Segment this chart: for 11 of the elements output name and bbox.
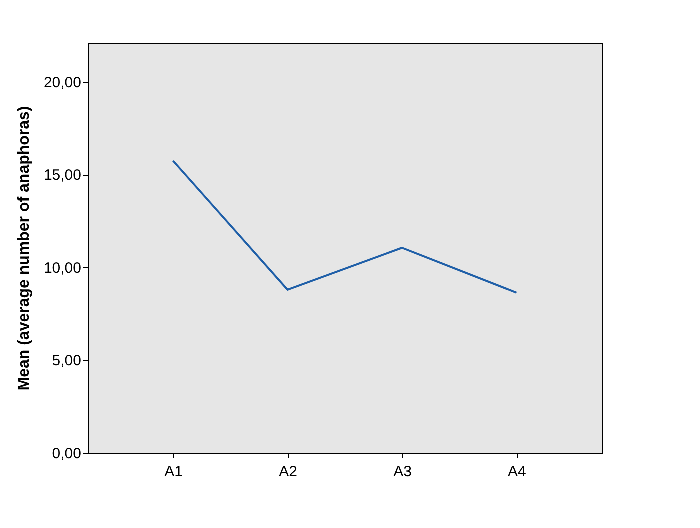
x-tick-label: A4 bbox=[508, 464, 526, 480]
x-tick-label: A2 bbox=[279, 464, 298, 480]
x-tick-label: A1 bbox=[164, 464, 183, 480]
y-tick-label: 5,00 bbox=[52, 352, 82, 370]
y-tick-label: 0,00 bbox=[52, 446, 82, 462]
y-axis-title: Mean (average number of anaphoras) bbox=[16, 106, 33, 391]
y-tick-label: 10,00 bbox=[44, 260, 82, 277]
x-tick-label: A3 bbox=[394, 464, 412, 480]
y-tick-label: 15,00 bbox=[44, 167, 82, 184]
y-tick-label: 20,00 bbox=[44, 74, 82, 92]
line-series bbox=[172, 160, 518, 294]
